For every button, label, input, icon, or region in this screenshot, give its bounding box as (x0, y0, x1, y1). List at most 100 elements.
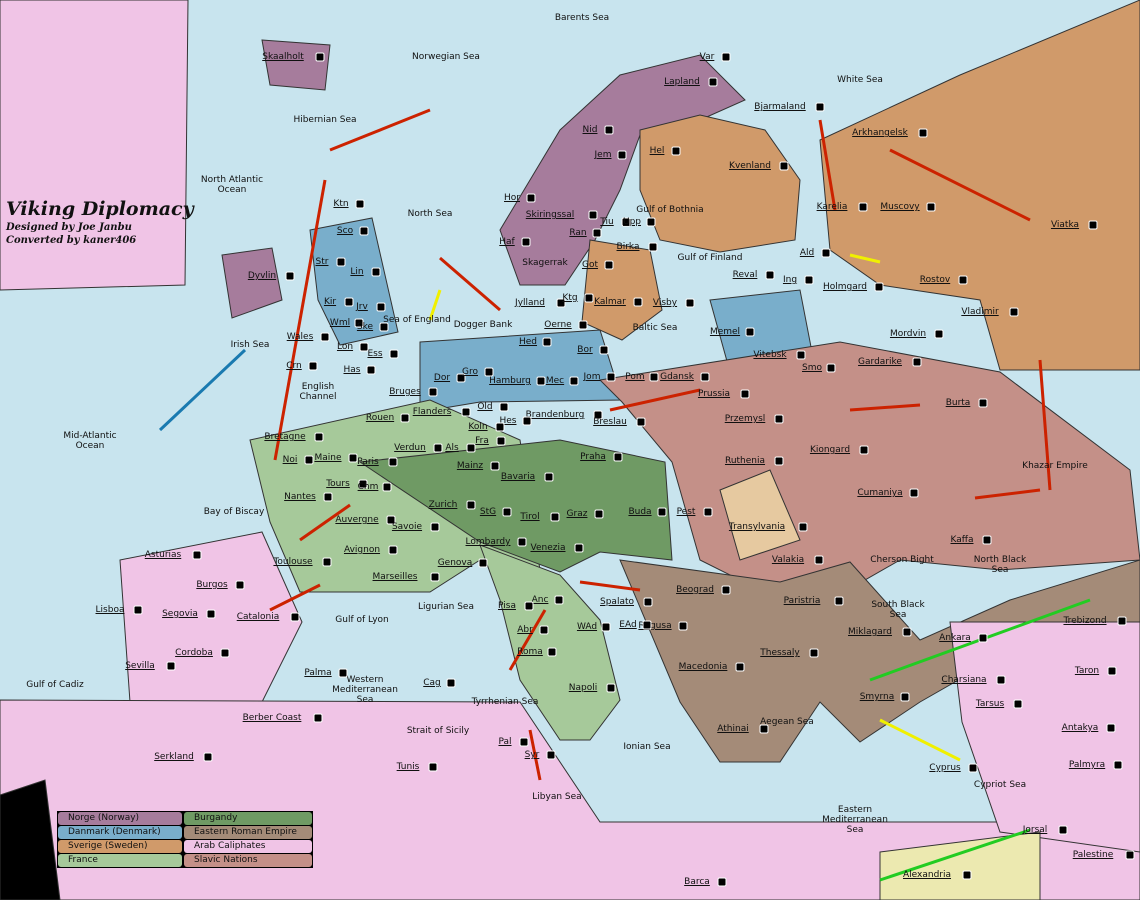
sea-label[interactable]: Gulf of Lyon (335, 615, 389, 625)
sea-label[interactable]: North Black Sea (973, 555, 1027, 575)
territory-label[interactable]: Beograd (676, 585, 714, 595)
territory-label[interactable]: Praha (580, 452, 606, 462)
territory-label[interactable]: Nantes (284, 492, 316, 502)
territory-label[interactable]: Roma (517, 647, 543, 657)
territory-label[interactable]: Bavaria (500, 472, 536, 482)
territory-label[interactable]: Burta (945, 398, 971, 408)
territory-label[interactable]: Kiongard (809, 445, 851, 455)
territory-label[interactable]: Burgos (196, 580, 228, 590)
territory-label[interactable]: Mordvin (889, 329, 927, 339)
territory-label[interactable]: Jem (594, 150, 612, 160)
sea-label[interactable]: White Sea (837, 75, 883, 85)
territory-label[interactable]: Trebizond (1063, 616, 1107, 626)
territory-label[interactable]: Palestine (1072, 850, 1114, 860)
territory-label[interactable]: Genova (437, 558, 473, 568)
territory-label[interactable]: Nid (582, 125, 598, 135)
territory-label[interactable]: Paristria (783, 596, 821, 606)
territory-label[interactable]: Syr (524, 750, 540, 760)
territory-label[interactable]: Ran (569, 228, 587, 238)
territory-label[interactable]: Memel (709, 327, 741, 337)
territory-label[interactable]: Athinai (717, 724, 749, 734)
territory-label[interactable]: Toulouse (273, 557, 313, 567)
territory-label[interactable]: Palma (304, 668, 332, 678)
territory-label[interactable]: Als (445, 443, 459, 453)
territory-label[interactable]: Ald (799, 248, 815, 258)
territory-label[interactable]: Dor (433, 373, 451, 383)
territory-label[interactable]: Kir (323, 297, 337, 307)
territory-label[interactable]: Maine (314, 453, 342, 463)
territory-label[interactable]: Segovia (162, 609, 198, 619)
territory-label[interactable]: Barca (684, 877, 710, 887)
territory-label[interactable]: Venezia (530, 543, 566, 553)
territory-label[interactable]: Alexandria (902, 870, 952, 880)
territory-label[interactable]: Breslau (593, 417, 627, 427)
territory-label[interactable]: Visby (652, 298, 678, 308)
sea-label[interactable]: Barents Sea (554, 13, 610, 23)
sea-label[interactable]: Hibernian Sea (293, 115, 357, 125)
territory-label[interactable]: Lin (350, 267, 364, 277)
territory-label[interactable]: Paris (357, 457, 379, 467)
territory-label[interactable]: Verdun (394, 443, 426, 453)
territory-label[interactable]: Jylland (515, 298, 545, 308)
sea-label[interactable]: North Atlantic Ocean (200, 175, 264, 195)
territory-label[interactable]: Viatka (1050, 220, 1080, 230)
territory-label[interactable]: Ktn (333, 199, 349, 209)
sea-label[interactable]: Libyan Sea (532, 792, 582, 802)
territory-label[interactable]: Gdansk (660, 372, 694, 382)
territory-label[interactable]: Holmgard (822, 282, 868, 292)
sea-label[interactable]: Irish Sea (230, 340, 270, 350)
territory-label[interactable]: Cumaniya (857, 488, 903, 498)
territory-label[interactable]: Tiu (600, 217, 614, 227)
sea-label[interactable]: South Black Sea (871, 600, 925, 620)
territory-label[interactable]: Ske (356, 322, 374, 332)
sea-label[interactable]: Mid-Atlantic Ocean (63, 431, 117, 451)
territory-label[interactable]: Pisa (498, 601, 516, 611)
territory-label[interactable]: Brandenburg (525, 410, 585, 420)
territory-label[interactable]: Lon (336, 342, 354, 352)
sea-label[interactable]: Gulf of Finland (677, 253, 743, 263)
territory-label[interactable]: Transylvania (728, 522, 786, 532)
sea-label[interactable]: Khazar Empire (1022, 461, 1088, 471)
territory-label[interactable]: Ktg (562, 293, 578, 303)
territory-label[interactable]: Vitebsk (753, 350, 787, 360)
territory-label[interactable]: Bretagne (264, 432, 306, 442)
territory-label[interactable]: Jorsal (1022, 825, 1048, 835)
sea-label[interactable]: Dogger Bank (453, 320, 513, 330)
territory-label[interactable]: Pest (676, 507, 696, 517)
territory-label[interactable]: Cag (423, 678, 441, 688)
territory-label[interactable]: Dyvlin (247, 271, 277, 281)
territory-label[interactable]: Ruthenia (724, 456, 766, 466)
territory-label[interactable]: Auvergne (335, 515, 379, 525)
territory-label[interactable]: Hamburg (489, 376, 531, 386)
sea-label[interactable]: Baltic Sea (632, 323, 678, 333)
territory-label[interactable]: Skiringssal (525, 210, 575, 220)
territory-label[interactable]: Mainz (456, 461, 484, 471)
territory-label[interactable]: EAd (619, 620, 637, 630)
sea-label[interactable]: Gulf of Bothnia (636, 205, 704, 215)
territory-label[interactable]: Graz (566, 509, 588, 519)
territory-label[interactable]: Taron (1074, 666, 1100, 676)
sea-label[interactable]: Skagerrak (522, 258, 568, 268)
sea-label[interactable]: Strait of Sicily (406, 726, 470, 736)
territory-label[interactable]: Tirol (520, 512, 540, 522)
territory-label[interactable]: Got (581, 260, 599, 270)
territory-label[interactable]: Catalonia (236, 612, 280, 622)
territory-label[interactable]: Karelia (816, 202, 848, 212)
territory-label[interactable]: Str (315, 257, 329, 267)
sea-label[interactable]: Sea of England (383, 315, 451, 325)
territory-label[interactable]: Palmyra (1068, 760, 1106, 770)
sea-label[interactable]: Cherson Bight (870, 555, 934, 565)
territory-label[interactable]: Pal (498, 737, 512, 747)
territory-label[interactable]: Lapland (664, 77, 700, 87)
territory-label[interactable]: Crn (286, 361, 302, 371)
territory-label[interactable]: Wml (329, 318, 351, 328)
territory-label[interactable]: Asturias (144, 550, 182, 560)
territory-label[interactable]: Bor (577, 345, 593, 355)
territory-label[interactable]: Mec (545, 376, 565, 386)
territory-label[interactable]: Bjarmaland (754, 102, 806, 112)
territory-label[interactable]: Charsiana (941, 675, 987, 685)
territory-label[interactable]: Tours (326, 479, 350, 489)
territory-label[interactable]: Savoie (391, 522, 423, 532)
territory-label[interactable]: Cyprus (929, 763, 961, 773)
territory-label[interactable]: Noi (282, 455, 298, 465)
